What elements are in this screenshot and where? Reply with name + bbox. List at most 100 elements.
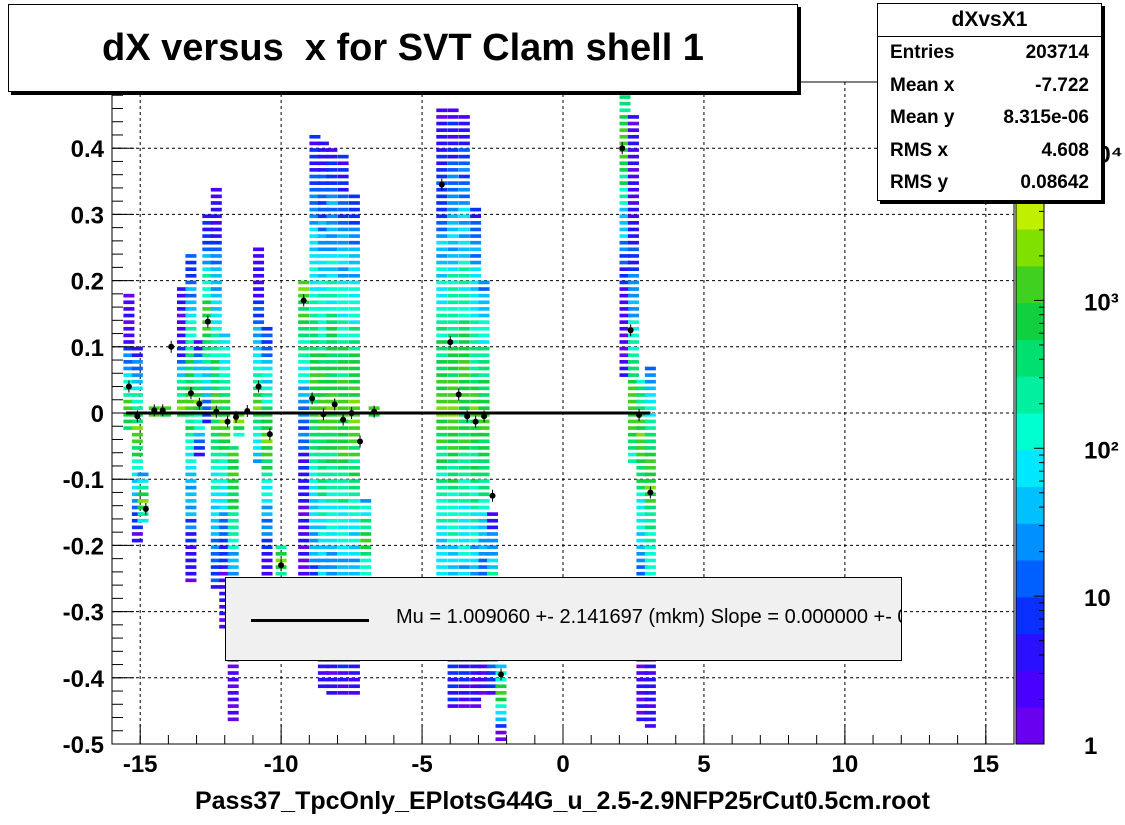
heatmap-cell [317, 426, 329, 430]
heatmap-cell [317, 565, 329, 569]
heatmap-cell [193, 419, 205, 424]
heatmap-cell [261, 545, 273, 550]
heatmap-cell [627, 353, 639, 358]
heatmap-cell [348, 406, 360, 411]
heatmap-cell [185, 532, 197, 536]
heatmap-cell [137, 518, 149, 523]
heatmap-cell [644, 571, 656, 576]
heatmap-cell [309, 134, 321, 139]
heatmap-cell [470, 671, 482, 675]
heatmap-cell [348, 194, 360, 199]
heatmap-cell [309, 293, 321, 298]
stats-label: RMS x [890, 139, 949, 161]
heatmap-cell [253, 254, 265, 258]
heatmap-cell [131, 512, 143, 516]
profile-point [213, 408, 220, 415]
heatmap-cell [470, 426, 482, 430]
heatmap-cell [458, 360, 470, 364]
heatmap-cell [436, 207, 448, 212]
heatmap-cell [253, 413, 265, 417]
heatmap-cell [219, 353, 231, 358]
heatmap-cell [298, 340, 310, 344]
heatmap-cell [644, 532, 656, 536]
heatmap-cell [185, 485, 197, 490]
heatmap-cell [261, 446, 273, 450]
heatmap-cell [337, 346, 349, 351]
color-bar-segment [1016, 265, 1044, 304]
heatmap-cell [436, 406, 448, 411]
heatmap-cell [458, 677, 470, 682]
heatmap-cell [185, 267, 197, 272]
heatmap-cell [185, 260, 197, 265]
heatmap-cell [317, 326, 329, 331]
heatmap-cell [219, 426, 231, 430]
color-bar-tick-label: 10² [1084, 437, 1119, 464]
heatmap-cell [447, 161, 459, 166]
heatmap-cell [348, 671, 360, 675]
heatmap-cell [360, 552, 372, 556]
heatmap-cell [458, 558, 470, 563]
heatmap-cell [644, 499, 656, 503]
heatmap-cell [458, 333, 470, 338]
heatmap-cell [447, 267, 459, 272]
heatmap-cell [458, 353, 470, 358]
heatmap-cell [176, 326, 188, 331]
heatmap-cell [185, 505, 197, 510]
heatmap-cell [458, 571, 470, 576]
heatmap-cell [210, 247, 222, 252]
heatmap-cell [458, 174, 470, 179]
heatmap-cell [447, 134, 459, 139]
heatmap-cell [317, 194, 329, 199]
y-tick-label: 0.1 [71, 335, 104, 362]
heatmap-cell [458, 552, 470, 556]
heatmap-cell [470, 485, 482, 490]
heatmap-cell [470, 505, 482, 510]
heatmap-cell [627, 134, 639, 139]
heatmap-cell [185, 373, 197, 377]
heatmap-cell [298, 571, 310, 576]
heatmap-cell [202, 326, 214, 331]
heatmap-cell [360, 532, 372, 536]
heatmap-cell [326, 664, 338, 669]
heatmap-cell [219, 452, 231, 457]
heatmap-cell [458, 247, 470, 252]
heatmap-cell [326, 240, 338, 245]
heatmap-cell [348, 684, 360, 689]
heatmap-cell [458, 538, 470, 543]
heatmap-cell [309, 227, 321, 232]
heatmap-cell [317, 505, 329, 510]
heatmap-cell [326, 671, 338, 675]
heatmap-cell [337, 366, 349, 371]
heatmap-cell [309, 379, 321, 384]
heatmap-cell [348, 386, 360, 391]
heatmap-cell [185, 399, 197, 404]
heatmap-cell [348, 465, 360, 470]
heatmap-cell [644, 465, 656, 470]
heatmap-cell [185, 320, 197, 324]
heatmap-cell [458, 379, 470, 384]
heatmap-cell [193, 393, 205, 397]
heatmap-cell [478, 671, 490, 675]
heatmap-cell [636, 552, 648, 556]
color-bar-segment [1016, 376, 1044, 414]
heatmap-cell [253, 419, 265, 424]
profile-point [142, 505, 149, 512]
heatmap-cell [227, 525, 239, 530]
legend-box: Mu = 1.009060 +- 2.141697 (mkm) Slope = … [225, 577, 902, 661]
heatmap-cell [317, 154, 329, 159]
heatmap-cell [436, 108, 448, 113]
heatmap-cell [326, 207, 338, 212]
heatmap-cell [176, 300, 188, 305]
heatmap-cell [227, 512, 239, 516]
heatmap-cell [447, 393, 459, 397]
heatmap-cell [337, 227, 349, 232]
heatmap-cell [337, 691, 349, 695]
heatmap-cell [261, 360, 273, 364]
heatmap-cell [436, 313, 448, 318]
heatmap-cell [458, 386, 470, 391]
heatmap-cell [326, 267, 338, 272]
heatmap-cell [210, 201, 222, 205]
heatmap-cell [131, 485, 143, 490]
heatmap-cell [619, 201, 631, 205]
heatmap-cell [326, 234, 338, 238]
